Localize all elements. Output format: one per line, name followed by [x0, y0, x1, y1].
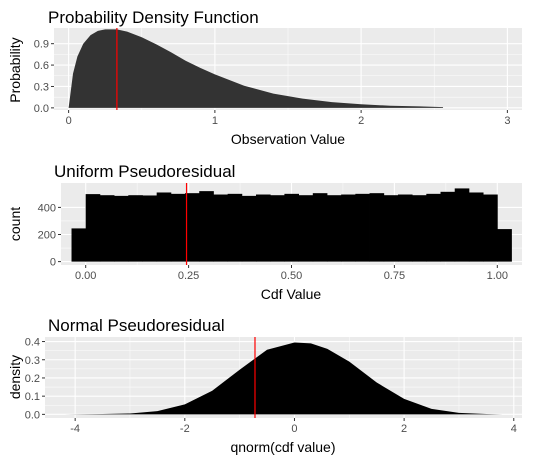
uniform-marks: [71, 188, 512, 262]
normal-y-tick-label: 0.2: [25, 373, 40, 385]
pdf-grid: [54, 28, 522, 110]
normal-x-axis-label: qnorm(cdf value): [230, 439, 335, 455]
uniform-histogram-bar: [312, 193, 328, 262]
uniform-histogram-bar: [241, 195, 257, 262]
pdf-title: Probability Density Function: [48, 8, 259, 27]
uniform-histogram-bar: [497, 229, 512, 262]
uniform-histogram-bar: [355, 193, 370, 262]
uniform-histogram-bar: [326, 195, 342, 262]
uniform-histogram-bar: [170, 193, 186, 262]
normal-y-ticks: 0.0 0.1 0.2 0.3 0.4: [25, 337, 45, 421]
pdf-x-tick-label: 2: [358, 115, 364, 127]
uniform-histogram-bar: [397, 194, 413, 262]
uniform-y-tick-label: 0: [50, 257, 56, 269]
normal-title: Normal Pseudoresidual: [48, 316, 225, 335]
uniform-histogram-bar: [185, 193, 200, 262]
normal-y-tick-label: 0.1: [25, 391, 40, 403]
uniform-histogram-bar: [128, 195, 143, 262]
pdf-y-tick-label: 0.6: [34, 60, 49, 72]
uniform-x-tick-label: 0.00: [75, 270, 96, 282]
uniform-x-tick-label: 0.75: [384, 270, 405, 282]
normal-x-tick-label: -4: [70, 423, 80, 435]
uniform-histogram-bar: [284, 193, 300, 262]
normal-x-tick-label: -2: [180, 423, 190, 435]
uniform-histogram-bar: [156, 192, 172, 262]
normal-y-tick-label: 0.4: [25, 337, 40, 349]
uniform-x-axis-label: Cdf Value: [261, 286, 322, 302]
normal-x-tick-label: 0: [291, 423, 297, 435]
uniform-x-tick-label: 1.00: [487, 270, 508, 282]
uniform-histogram-bar: [341, 194, 356, 262]
uniform-x-tick-label: 0.25: [178, 270, 199, 282]
uniform-chart: Uniform Pseudoresidual 0.00 0.25 0.50 0.75 1…: [7, 162, 522, 302]
uniform-histogram-bar: [426, 193, 441, 262]
pdf-y-tick-label: 0.3: [34, 81, 49, 93]
uniform-histogram-bar: [468, 192, 484, 262]
uniform-histogram-bar: [412, 195, 427, 262]
normal-y-tick-label: 0.0: [25, 409, 40, 421]
normal-x-tick-label: 2: [401, 423, 407, 435]
pdf-y-ticks: 0.0 0.3 0.6 0.9: [34, 39, 54, 115]
pdf-chart: Probability Density Function 0 1 2 3 0.0 0.3…: [7, 8, 522, 147]
pdf-y-tick-label: 0.9: [34, 39, 49, 51]
uniform-histogram-bar: [255, 194, 271, 262]
normal-chart: Normal Pseudoresidual -4 -2 0 2 4 0.00.10.20…: [7, 316, 522, 455]
normal-y-axis-label: density: [7, 355, 23, 399]
uniform-histogram-bar: [440, 191, 456, 262]
uniform-x-ticks: 0.00 0.25 0.50 0.75 1.00: [75, 265, 508, 282]
normal-marks: [64, 342, 503, 415]
uniform-histogram-bar: [383, 195, 399, 262]
pdf-x-tick-label: 0: [66, 115, 72, 127]
pdf-density-area: [68, 29, 444, 108]
pdf-y-axis-label: Probability: [7, 37, 23, 102]
normal-x-tick-label: 4: [511, 423, 517, 435]
pdf-x-tick-label: 3: [504, 115, 510, 127]
uniform-histogram-bar: [454, 188, 470, 262]
uniform-histogram-bar: [227, 193, 243, 262]
uniform-y-axis-label: count: [7, 207, 23, 241]
uniform-histogram-bar: [213, 194, 229, 262]
uniform-histogram-bar: [142, 195, 158, 262]
uniform-y-tick-label: 200: [38, 230, 56, 242]
uniform-histogram-bar: [199, 191, 214, 262]
normal-density-area: [64, 342, 503, 415]
uniform-histogram-bar: [369, 193, 385, 262]
pdf-x-axis-label: Observation Value: [231, 131, 345, 147]
uniform-histogram-bar: [71, 228, 87, 262]
uniform-histogram-bar: [85, 194, 101, 262]
uniform-x-tick-label: 0.50: [281, 270, 302, 282]
uniform-histogram-bar: [298, 195, 314, 262]
uniform-y-tick-label: 400: [38, 202, 56, 214]
normal-x-ticks: -4 -2 0 2 4: [70, 418, 517, 435]
pdf-y-tick-label: 0.0: [34, 103, 49, 115]
uniform-histogram-bar: [483, 194, 498, 262]
uniform-histogram-bar: [114, 195, 129, 262]
uniform-title: Uniform Pseudoresidual: [54, 162, 235, 181]
uniform-y-ticks: 0 200 400: [38, 202, 61, 269]
uniform-histogram-bar: [99, 195, 115, 262]
pdf-x-ticks: 0 1 2 3: [66, 110, 510, 127]
uniform-histogram-bar: [270, 195, 285, 262]
normal-y-tick-label: 0.3: [25, 355, 40, 367]
pdf-x-tick-label: 1: [212, 115, 218, 127]
pdf-marks: [68, 29, 444, 108]
